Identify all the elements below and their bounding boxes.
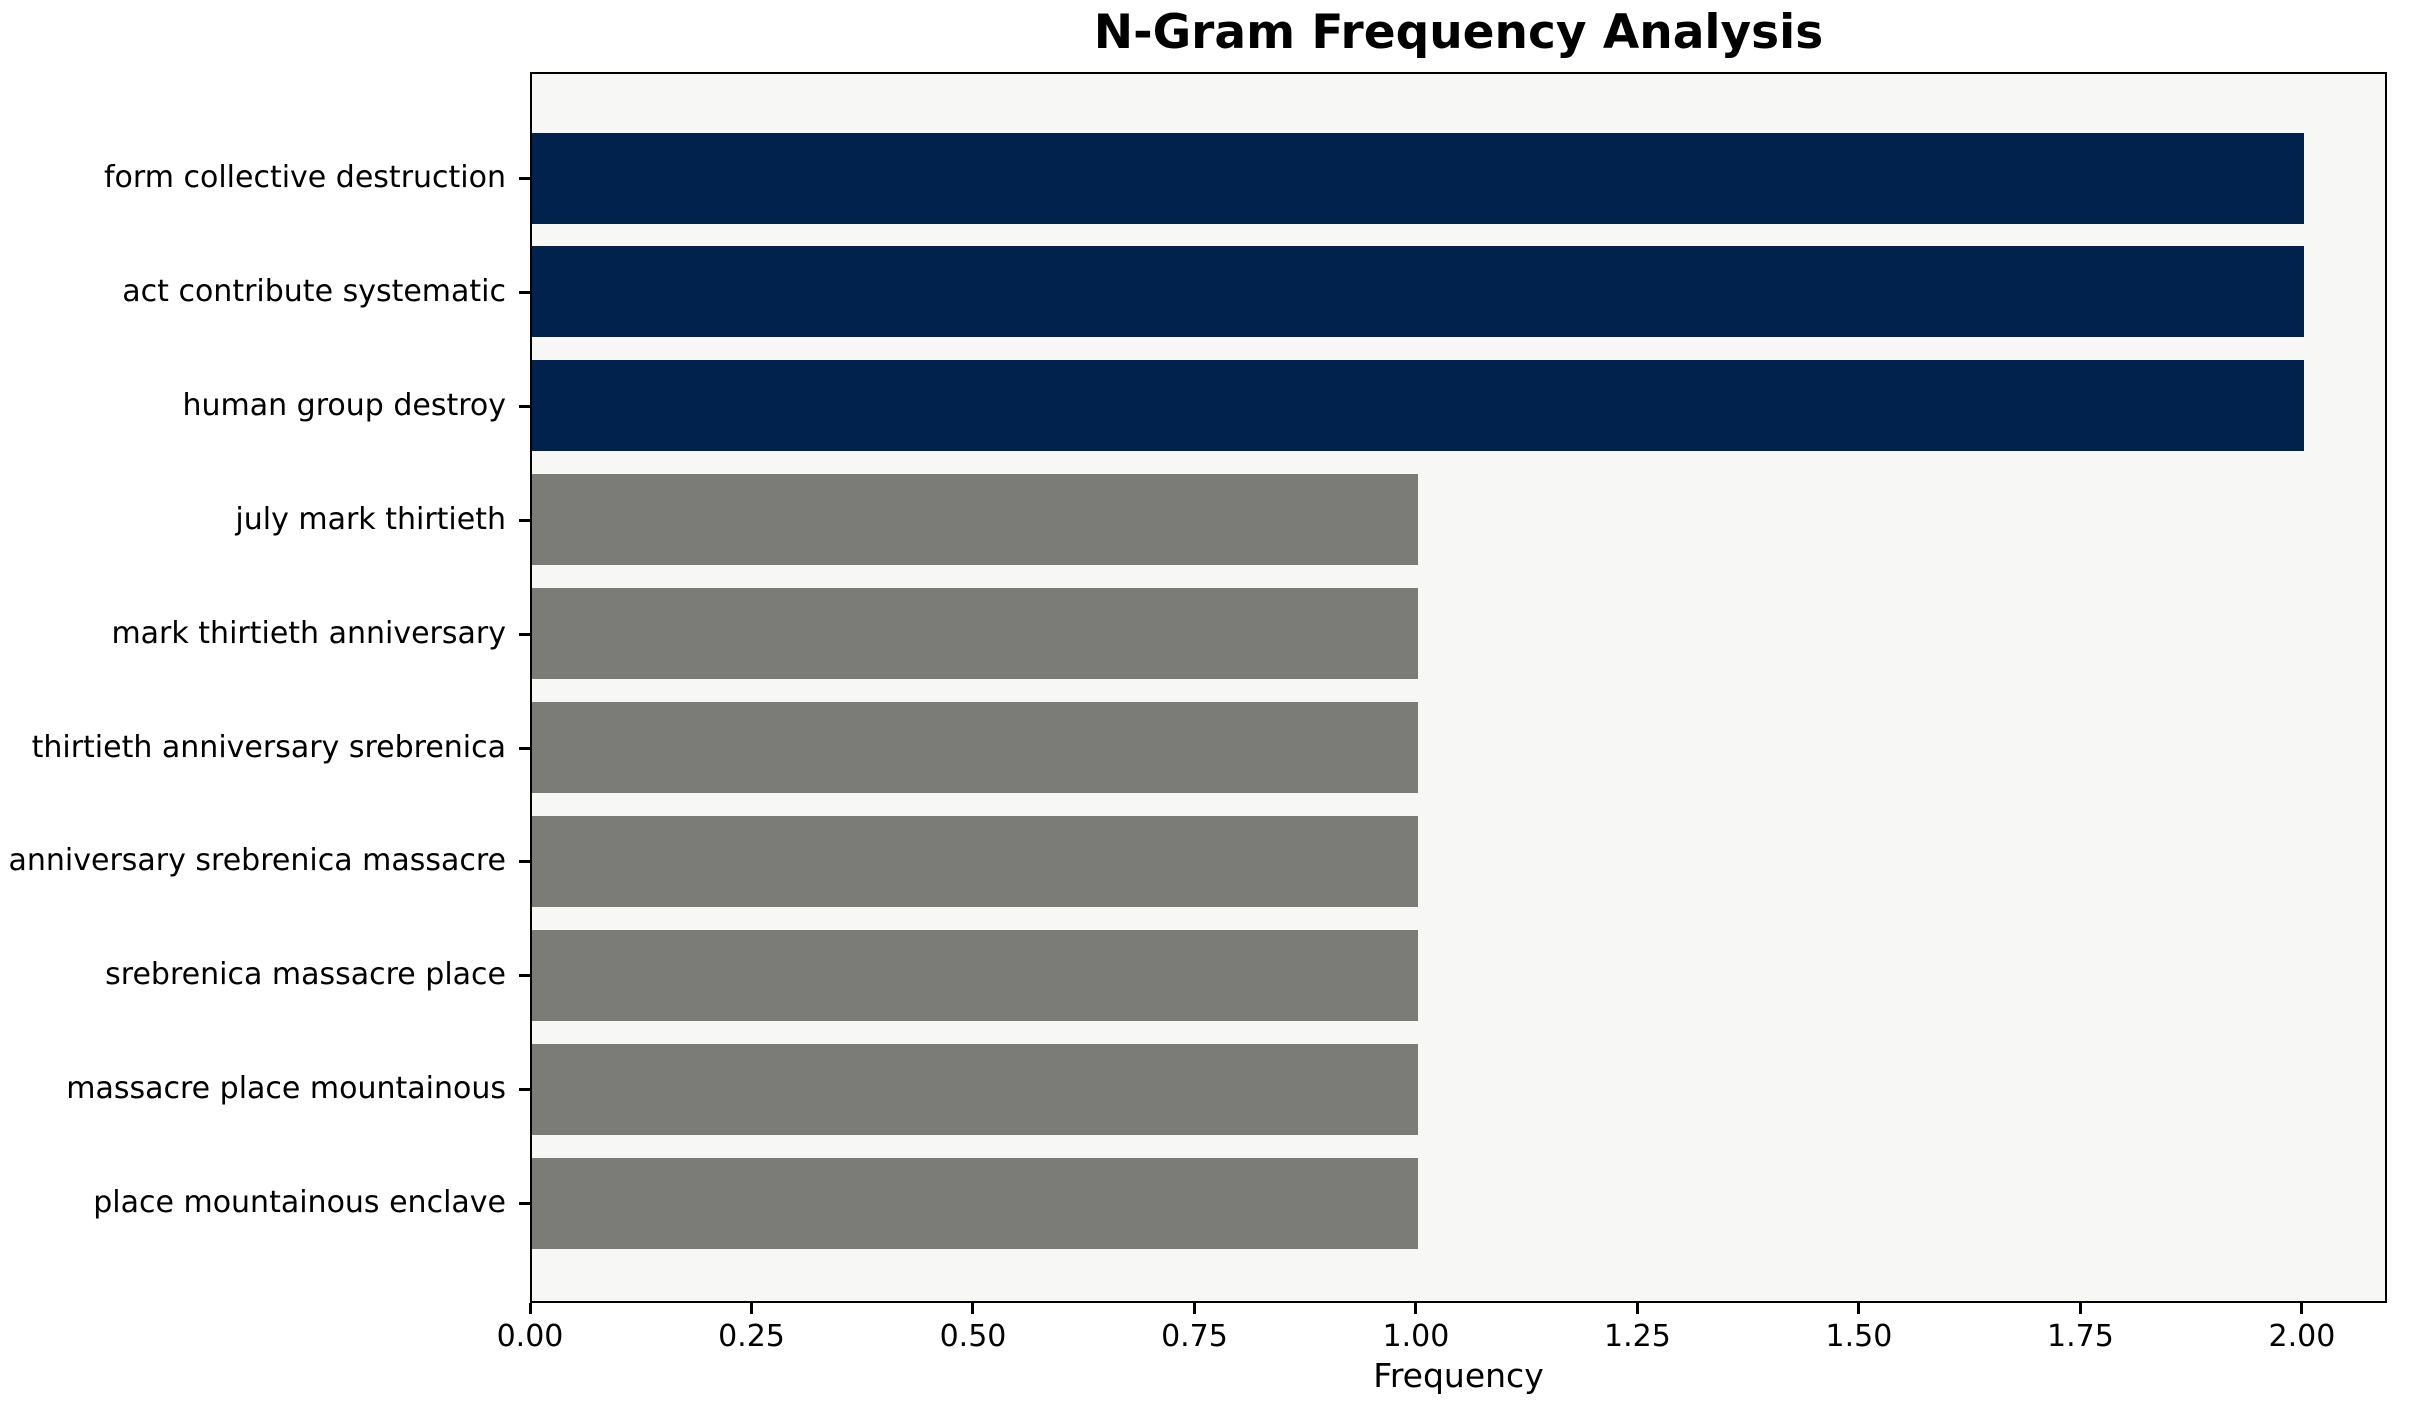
chart-title: N-Gram Frequency Analysis bbox=[1093, 5, 1824, 60]
y-tick-label: form collective destruction bbox=[104, 160, 506, 195]
x-tick-label: 1.25 bbox=[1604, 1319, 1671, 1354]
x-tick-mark bbox=[2078, 1303, 2082, 1314]
y-tick-mark bbox=[519, 1088, 530, 1092]
x-tick-label: 1.00 bbox=[1382, 1319, 1450, 1354]
x-tick-label: 1.50 bbox=[1825, 1319, 1893, 1354]
y-tick-mark bbox=[519, 632, 530, 636]
y-tick-label: thirtieth anniversary srebrenica bbox=[31, 729, 506, 765]
x-tick-mark bbox=[2300, 1303, 2304, 1314]
bar bbox=[532, 815, 1418, 907]
x-tick-label: 1.75 bbox=[2047, 1319, 2114, 1354]
y-tick-label: srebrenica massacre place bbox=[105, 957, 506, 993]
bar bbox=[532, 588, 1418, 680]
y-tick-mark bbox=[519, 1202, 530, 1206]
y-tick-mark bbox=[519, 860, 530, 864]
y-tick-label: act contribute systematic bbox=[122, 273, 506, 309]
x-tick-mark bbox=[528, 1303, 532, 1314]
x-axis-title: Frequency bbox=[1373, 1356, 1544, 1395]
y-tick-label: mark thirtieth anniversary bbox=[111, 615, 506, 651]
y-tick-mark bbox=[519, 404, 530, 408]
y-tick-mark bbox=[519, 518, 530, 522]
bar bbox=[532, 1043, 1418, 1135]
plot-area bbox=[530, 72, 2387, 1303]
x-tick-label: 0.00 bbox=[496, 1319, 564, 1354]
x-tick-mark bbox=[749, 1303, 753, 1314]
bar bbox=[532, 132, 2304, 224]
y-tick-label: july mark thirtieth bbox=[235, 501, 506, 537]
y-tick-label: anniversary srebrenica massacre bbox=[8, 843, 506, 879]
x-tick-mark bbox=[1857, 1303, 1861, 1314]
y-tick-mark bbox=[519, 177, 530, 180]
x-tick-label: 0.50 bbox=[939, 1319, 1007, 1354]
bar bbox=[532, 474, 1418, 566]
bar bbox=[532, 702, 1418, 793]
x-tick-mark bbox=[1635, 1303, 1639, 1314]
bar bbox=[532, 246, 2304, 338]
y-tick-label: human group destroy bbox=[182, 387, 506, 423]
bar bbox=[532, 929, 1418, 1021]
y-tick-mark bbox=[519, 746, 530, 750]
x-tick-mark bbox=[971, 1303, 975, 1314]
x-tick-label: 0.75 bbox=[1161, 1319, 1228, 1354]
y-tick-mark bbox=[519, 974, 530, 978]
bar bbox=[532, 1157, 1418, 1249]
x-tick-mark bbox=[1192, 1303, 1196, 1314]
y-tick-mark bbox=[519, 290, 530, 294]
bar bbox=[532, 360, 2304, 452]
x-tick-mark bbox=[1414, 1303, 1418, 1314]
x-tick-label: 0.25 bbox=[718, 1319, 785, 1354]
y-tick-label: place mountainous enclave bbox=[93, 1185, 506, 1221]
y-tick-label: massacre place mountainous bbox=[66, 1071, 506, 1107]
x-tick-label: 2.00 bbox=[2268, 1319, 2336, 1354]
